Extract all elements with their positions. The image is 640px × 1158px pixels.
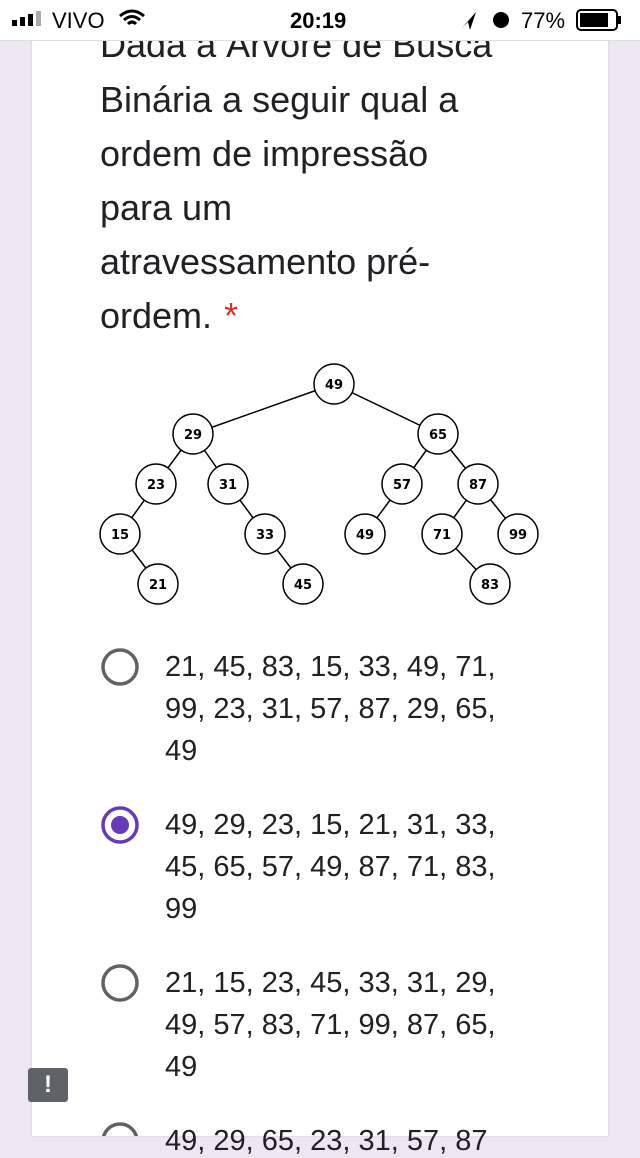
- tree-node-label: 65: [429, 428, 447, 443]
- tree-node: [313, 363, 355, 405]
- tree-node-label: 31: [219, 478, 237, 493]
- carrier: VIVO: [52, 8, 105, 33]
- tree-node: [135, 463, 177, 505]
- form-card: [32, 0, 608, 1136]
- tree-node-label: 21: [149, 578, 167, 593]
- tree-node: [497, 513, 539, 555]
- tree-node: [244, 513, 286, 555]
- tree-node: [137, 563, 179, 605]
- tree-node: [457, 463, 499, 505]
- tree-node: [99, 513, 141, 555]
- tree-node: [421, 513, 463, 555]
- battery-level: 77%: [521, 8, 566, 33]
- option-line: 49, 57, 83, 71, 99, 87, 65,: [165, 1009, 496, 1041]
- option-line: 49: [165, 1051, 198, 1083]
- tree-edge: [192, 383, 335, 435]
- option-line: 99: [165, 893, 198, 925]
- tree-node-label: 71: [433, 528, 451, 543]
- tree-node-label: 49: [356, 528, 374, 543]
- tree-node: [172, 413, 214, 455]
- option-line: 49, 29, 23, 15, 21, 31, 33,: [165, 809, 496, 841]
- question-line: atravessamento pré-: [100, 241, 431, 282]
- tree-node-label: 49: [325, 378, 343, 393]
- question-line: ordem de impressão: [100, 133, 429, 174]
- radio-button[interactable]: [101, 964, 139, 1002]
- tree-node: [417, 413, 459, 455]
- tree-node: [207, 463, 249, 505]
- option-line: 45, 65, 57, 49, 87, 71, 83,: [165, 851, 496, 883]
- tree-node-label: 87: [469, 478, 487, 493]
- tree-node: [381, 463, 423, 505]
- tree-node-label: 99: [509, 528, 527, 543]
- tree-node-label: 23: [147, 478, 165, 493]
- radio-button[interactable]: [101, 648, 139, 686]
- tree-node: [469, 563, 511, 605]
- option-line: 21, 45, 83, 15, 33, 49, 71,: [165, 651, 496, 683]
- question-line: Binária a seguir qual a: [100, 79, 459, 120]
- option-line: 49: [165, 735, 198, 767]
- tree-node-label: 83: [481, 578, 499, 593]
- tree-node-label: 29: [184, 428, 202, 443]
- radio-button[interactable]: [101, 1122, 139, 1136]
- required-mark: *: [224, 295, 239, 336]
- clock: 20:19: [290, 8, 347, 33]
- status-icons: [12, 9, 621, 31]
- tree-node-label: 57: [393, 478, 411, 493]
- radio-button[interactable]: [101, 806, 139, 844]
- status-bar: VIVO 20:19 77%: [0, 0, 640, 41]
- tree-node-label: 33: [256, 528, 274, 543]
- question-line: para um: [100, 187, 233, 228]
- radio-dot: [111, 816, 129, 834]
- tree-node: [282, 563, 324, 605]
- option-line: 99, 23, 31, 57, 87, 29, 65,: [165, 693, 496, 725]
- option-line: 49, 29, 65, 23, 31, 57, 87: [165, 1125, 488, 1157]
- tree-node-label: 45: [294, 578, 312, 593]
- feedback-button[interactable]: !: [28, 1068, 68, 1102]
- tree-node: [344, 513, 386, 555]
- tree-node-label: 15: [111, 528, 129, 543]
- question-line: ordem. *: [100, 295, 239, 336]
- option-line: 21, 15, 23, 45, 33, 31, 29,: [165, 967, 496, 999]
